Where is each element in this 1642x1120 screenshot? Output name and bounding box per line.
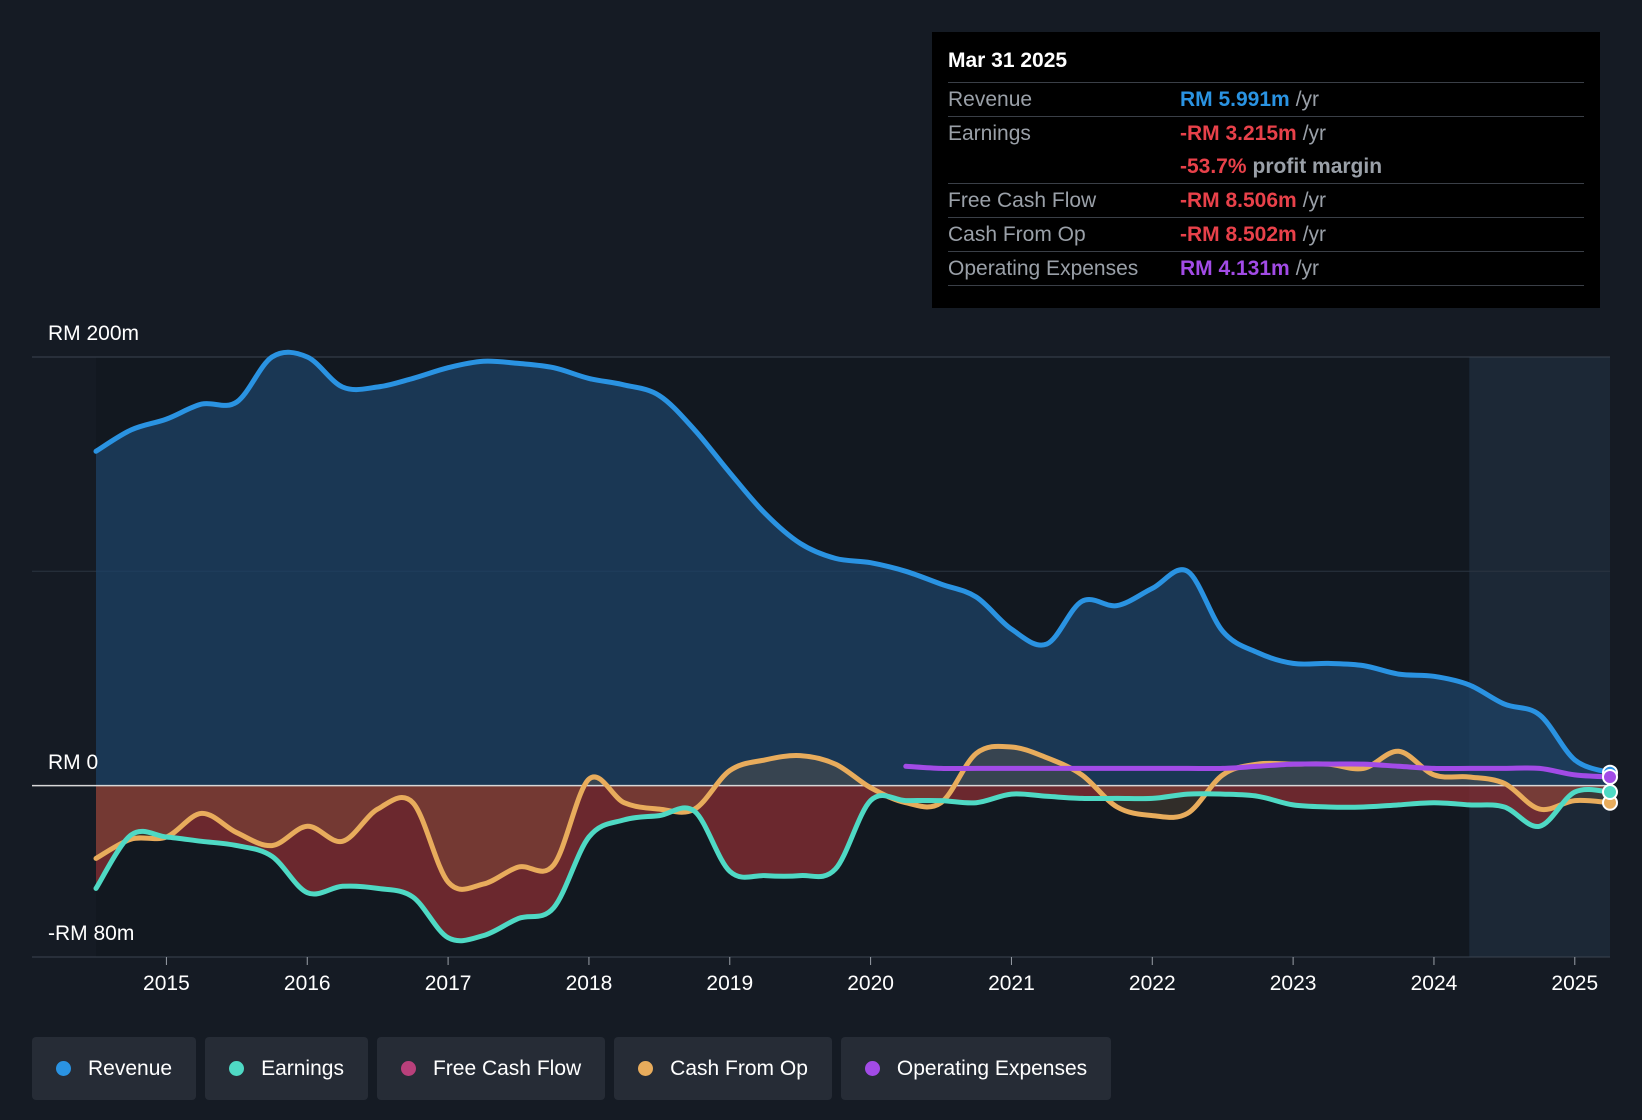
cash-from-op-area [96,746,1610,890]
legend-item-revenue[interactable]: Revenue [32,1037,197,1100]
tooltip-earnings-row: Earnings -RM 3.215m /yr [948,117,1584,150]
x-tick-label: 2022 [1129,972,1176,995]
tooltip-opex-label: Operating Expenses [948,257,1139,280]
legend-label: Revenue [88,1056,173,1080]
legend-label: Cash From Op [670,1056,808,1080]
x-tick-label: 2023 [1270,972,1317,995]
x-tick-label: 2021 [988,972,1035,995]
tooltip-revenue-row: Revenue RM 5.991m /yr [948,83,1584,117]
revenue-area [96,352,1610,786]
tooltip-margin-value: -53.7% [1180,155,1247,178]
tooltip-fcf-value: -RM 8.506m [1180,189,1297,212]
operating-expenses-line [903,761,1613,780]
operating-expenses-endpoint[interactable] [1602,769,1618,785]
x-tick-label: 2016 [284,972,331,995]
legend-item-free-cash-flow[interactable]: Free Cash Flow [376,1037,606,1100]
earnings-area [96,785,1610,941]
tooltip-margin-row: -53.7% profit margin [948,150,1584,184]
cash-from-op-line [93,743,1613,892]
legend-dot-icon [56,1061,71,1076]
forecast-shade [1469,357,1610,957]
tooltip-earnings-unit: /yr [1302,122,1327,145]
tooltip-fcf-row: Free Cash Flow -RM 8.506m /yr [948,184,1584,218]
earnings-line [93,786,1613,944]
tooltip: Mar 31 2025 Revenue RM 5.991m /yr Earnin… [932,32,1600,308]
legend-dot-icon [864,1061,880,1076]
tooltip-date: Mar 31 2025 [948,46,1584,83]
legend-label: Operating Expenses [896,1056,1088,1080]
legend-item-operating-expenses[interactable]: Operating Expenses [840,1037,1112,1100]
tooltip-cfo-unit: /yr [1302,223,1327,246]
legend-dot-icon [638,1061,654,1076]
legend-item-earnings[interactable]: Earnings [205,1037,368,1100]
tooltip-cfo-label: Cash From Op [948,223,1086,246]
tooltip-revenue-unit: /yr [1295,88,1320,111]
x-tick-label: 2017 [425,972,472,995]
y-axis-bottom-label: -RM 80m [48,922,134,945]
legend-dot-icon [400,1061,416,1076]
x-tick-label: 2020 [847,972,894,995]
tooltip-fcf-unit: /yr [1302,189,1327,212]
x-tick-label: 2025 [1551,972,1598,995]
x-tick-label: 2018 [566,972,613,995]
tooltip-earnings-value: -RM 3.215m [1180,122,1297,145]
tooltip-opex-value: RM 4.131m [1180,257,1290,280]
tooltip-opex-unit: /yr [1295,257,1320,280]
x-tick-label: 2015 [143,972,190,995]
legend-label: Free Cash Flow [432,1056,582,1080]
legend-item-cash-from-op[interactable]: Cash From Op [614,1037,832,1100]
legend-dot-icon [229,1061,245,1076]
y-axis-zero-label: RM 0 [48,751,98,774]
legend: Revenue Earnings Free Cash Flow Cash Fro… [32,1037,1112,1100]
tooltip-opex-row: Operating Expenses RM 4.131m /yr [948,252,1584,286]
tooltip-margin-unit: profit margin [1252,155,1383,178]
tooltip-fcf-label: Free Cash Flow [948,189,1097,212]
tooltip-revenue-value: RM 5.991m [1180,88,1290,111]
tooltip-earnings-label: Earnings [948,122,1031,145]
y-axis-top-label: RM 200m [48,322,139,345]
tooltip-revenue-label: Revenue [948,88,1033,111]
tooltip-cfo-row: Cash From Op -RM 8.502m /yr [948,218,1584,252]
legend-label: Earnings [261,1056,344,1080]
x-tick-label: 2024 [1411,972,1458,995]
x-tick-label: 2019 [706,972,753,995]
earnings-endpoint[interactable] [1602,784,1618,800]
tooltip-cfo-value: -RM 8.502m [1180,223,1297,246]
revenue-line [93,349,1613,776]
